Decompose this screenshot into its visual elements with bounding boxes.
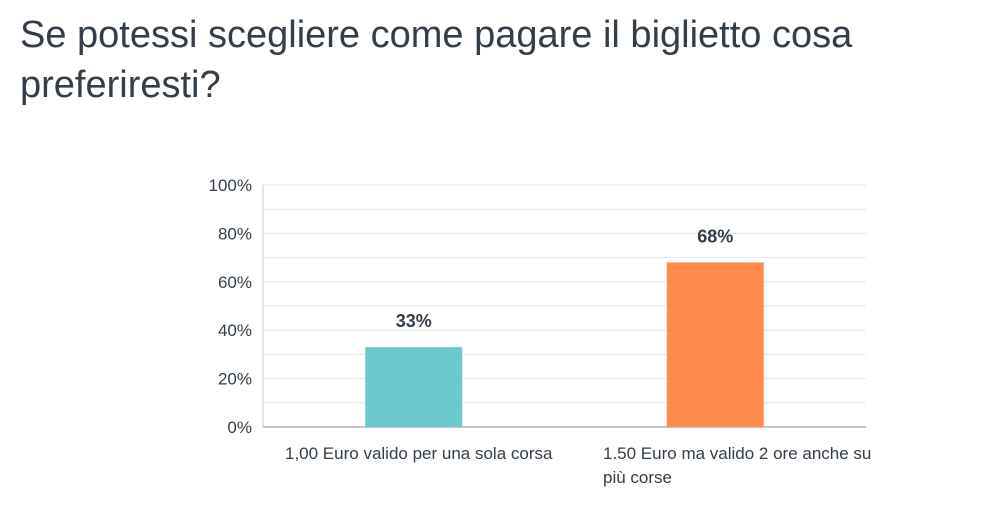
- category-label-2: 1.50 Euro ma valido 2 ore anche su più c…: [603, 442, 883, 490]
- bar-1: [365, 347, 462, 427]
- bar-2: [667, 262, 764, 427]
- y-tick-label: 100%: [209, 176, 252, 195]
- category-label-1: 1,00 Euro valido per una sola corsa: [285, 442, 565, 466]
- y-tick-label: 40%: [218, 321, 252, 340]
- y-tick-label: 60%: [218, 273, 252, 292]
- y-tick-label: 80%: [218, 224, 252, 243]
- data-label-2: 68%: [697, 226, 733, 246]
- y-tick-labels: 0% 20% 40% 60% 80% 100%: [209, 176, 252, 437]
- y-tick-label: 20%: [218, 370, 252, 389]
- data-label-1: 33%: [396, 311, 432, 331]
- grid-lines: [263, 185, 866, 403]
- y-tick-label: 0%: [227, 418, 252, 437]
